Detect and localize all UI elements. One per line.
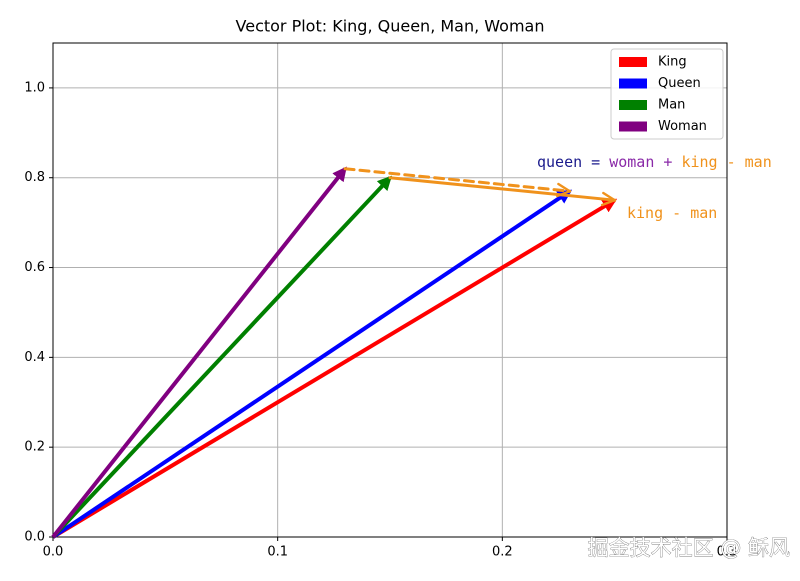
y-tick-label: 0.4 <box>24 350 45 365</box>
annotation-part: king - man <box>681 153 771 171</box>
annotation-part: queen = <box>537 153 600 171</box>
annotation-part: woman + <box>609 153 672 171</box>
legend-swatch <box>619 100 647 110</box>
y-tick-label: 1.0 <box>24 80 45 95</box>
vector-arrow <box>51 189 573 539</box>
legend-box <box>610 48 724 140</box>
x-tick-label: 0.0 <box>43 545 64 560</box>
y-tick-label: 0.6 <box>24 260 45 275</box>
annotation-arrow <box>343 167 570 191</box>
vector-arrow <box>51 175 392 539</box>
legend-label: King <box>658 55 687 70</box>
legend-swatch <box>619 57 647 67</box>
vector-arrow <box>51 166 347 539</box>
annotation: queen = woman + king - man <box>537 153 772 171</box>
legend-swatch <box>619 78 647 89</box>
plot-frame <box>52 42 728 538</box>
x-tick-label: 0.1 <box>267 545 288 560</box>
legend-label: Woman <box>658 119 707 134</box>
watermark: 掘金技术社区 @ 稣风 <box>588 536 790 560</box>
legend-label: Man <box>658 98 685 113</box>
y-tick-label: 0.8 <box>24 170 45 185</box>
annotation-part: king - man <box>627 204 717 222</box>
x-tick-label: 0.3 <box>717 545 738 560</box>
y-tick-label: 0.0 <box>24 530 45 545</box>
legend-label: Queen <box>658 76 701 91</box>
chart-title: Vector Plot: King, Queen, Man, Woman <box>236 17 545 36</box>
x-tick-label: 0.2 <box>492 545 513 560</box>
y-tick-label: 0.2 <box>24 440 45 455</box>
legend-swatch <box>619 121 647 132</box>
annotation: king - man <box>627 204 717 222</box>
vector-arrow <box>51 198 618 539</box>
annotation-arrow <box>388 176 615 200</box>
